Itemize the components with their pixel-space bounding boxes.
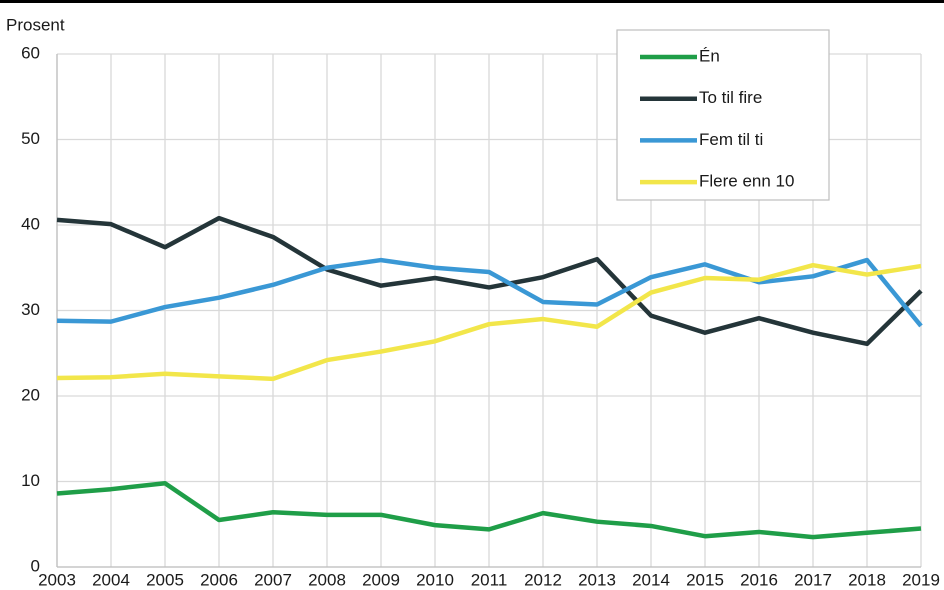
series-line bbox=[56, 262, 922, 382]
x-tick-label: 2005 bbox=[146, 570, 184, 589]
legend-label: Én bbox=[699, 46, 720, 65]
y-tick-label: 50 bbox=[21, 129, 40, 148]
x-tick-label: 2019 bbox=[902, 570, 940, 589]
x-tick-label: 2010 bbox=[416, 570, 454, 589]
x-tick-label: 2006 bbox=[200, 570, 238, 589]
legend: Én To til fire Fem til ti Flere enn 10 bbox=[616, 29, 830, 201]
x-tick-label: 2015 bbox=[686, 570, 724, 589]
series-line bbox=[56, 257, 923, 328]
x-tick-label: 2016 bbox=[740, 570, 778, 589]
x-tick-label: 2011 bbox=[471, 570, 508, 589]
x-tick-label: 2009 bbox=[362, 570, 400, 589]
series-line bbox=[56, 215, 923, 347]
y-tick-label: 20 bbox=[21, 385, 40, 404]
y-tick-label: 10 bbox=[21, 471, 40, 490]
legend-label: To til fire bbox=[699, 88, 762, 107]
legend-label: Flere enn 10 bbox=[699, 172, 794, 191]
y-tick-label: 0 bbox=[31, 556, 40, 575]
x-tick-label: 2008 bbox=[308, 570, 346, 589]
legend-label: Fem til ti bbox=[699, 130, 763, 149]
y-axis-label: Prosent bbox=[6, 15, 65, 34]
y-tick-label: 40 bbox=[21, 214, 40, 233]
x-tick-label: 2003 bbox=[38, 570, 76, 589]
series-line bbox=[56, 480, 922, 540]
x-tick-label: 2013 bbox=[578, 570, 616, 589]
top-rule bbox=[0, 0, 944, 3]
x-tick-label: 2014 bbox=[632, 570, 670, 589]
y-tick-label: 30 bbox=[21, 300, 40, 319]
x-tick-label: 2018 bbox=[848, 570, 886, 589]
x-tick-label: 2012 bbox=[524, 570, 562, 589]
x-tick-label: 2004 bbox=[92, 570, 130, 589]
x-tick-label: 2007 bbox=[254, 570, 292, 589]
y-tick-label: 60 bbox=[21, 43, 40, 62]
x-tick-label: 2017 bbox=[794, 570, 832, 589]
